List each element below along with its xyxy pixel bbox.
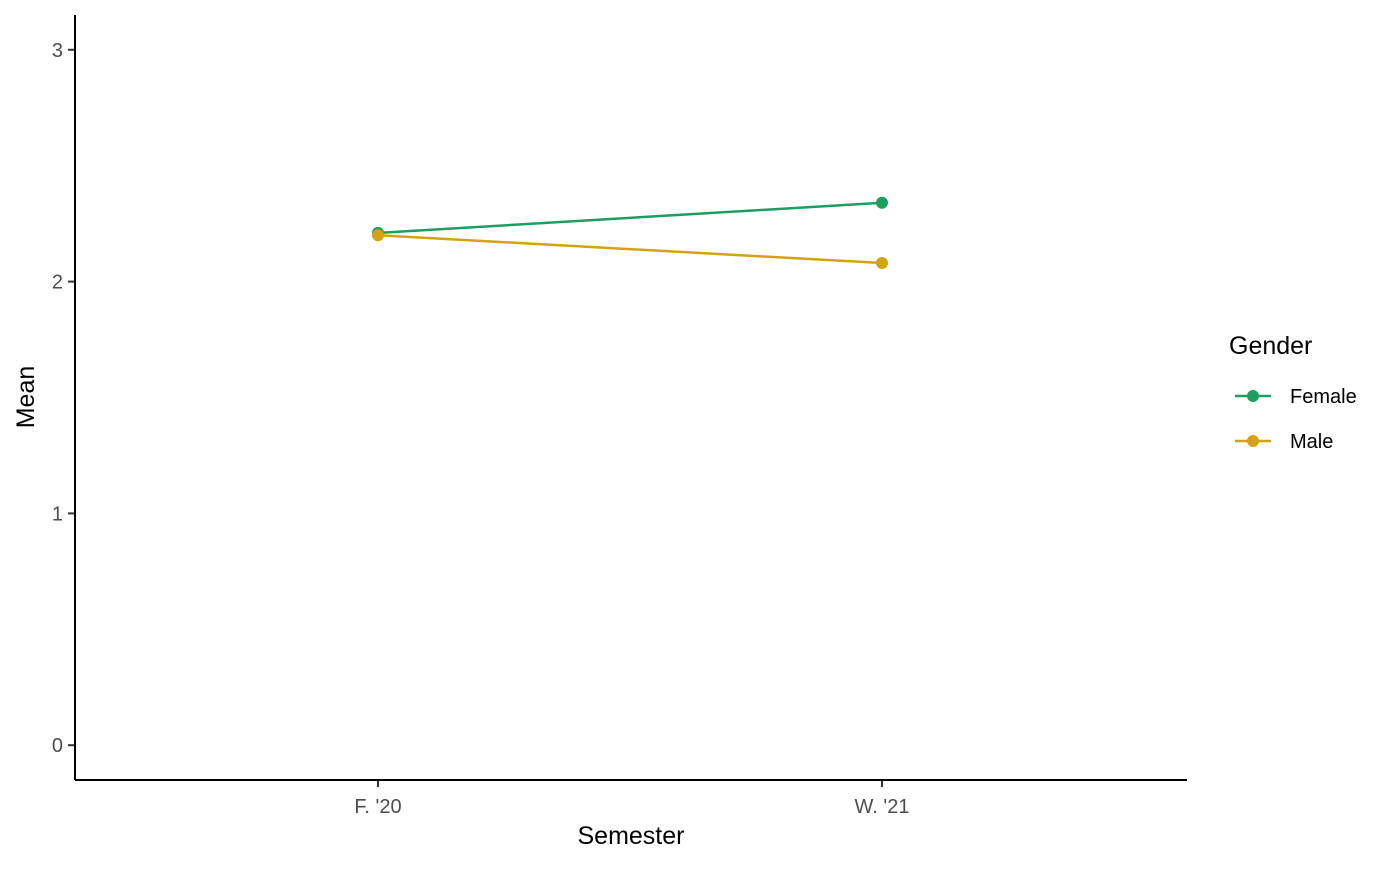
- x-tick-label: F. '20: [354, 796, 401, 818]
- legend: Gender Female Male: [1229, 332, 1357, 453]
- x-tick-label: W. '21: [855, 796, 910, 818]
- series-layer: [372, 196, 888, 270]
- x-axis-title: Semester: [578, 822, 685, 850]
- legend-items: Female Male: [1235, 386, 1357, 453]
- legend-label: Male: [1290, 431, 1333, 453]
- x-axis-ticks: F. '20 W. '21: [354, 780, 909, 818]
- series-male: [372, 229, 888, 270]
- y-axis-ticks: 0 1 2 3: [52, 40, 75, 757]
- legend-label: Female: [1290, 386, 1357, 408]
- legend-key-point: [1247, 390, 1259, 402]
- legend-key-point: [1247, 435, 1259, 447]
- legend-item-male: Male: [1235, 431, 1333, 453]
- data-point-male: [876, 257, 888, 270]
- y-tick-label: 1: [52, 503, 63, 525]
- y-tick-label: 2: [52, 272, 63, 294]
- series-line-female: [377, 201, 883, 235]
- legend-item-female: Female: [1235, 386, 1357, 408]
- y-tick-label: 3: [52, 40, 63, 62]
- y-axis-title: Mean: [12, 366, 40, 429]
- series-female: [372, 196, 888, 239]
- y-tick-label: 0: [52, 735, 63, 757]
- series-line-male: [377, 233, 883, 265]
- data-point-female: [876, 196, 888, 209]
- data-point-male: [372, 229, 384, 242]
- legend-title: Gender: [1229, 332, 1312, 360]
